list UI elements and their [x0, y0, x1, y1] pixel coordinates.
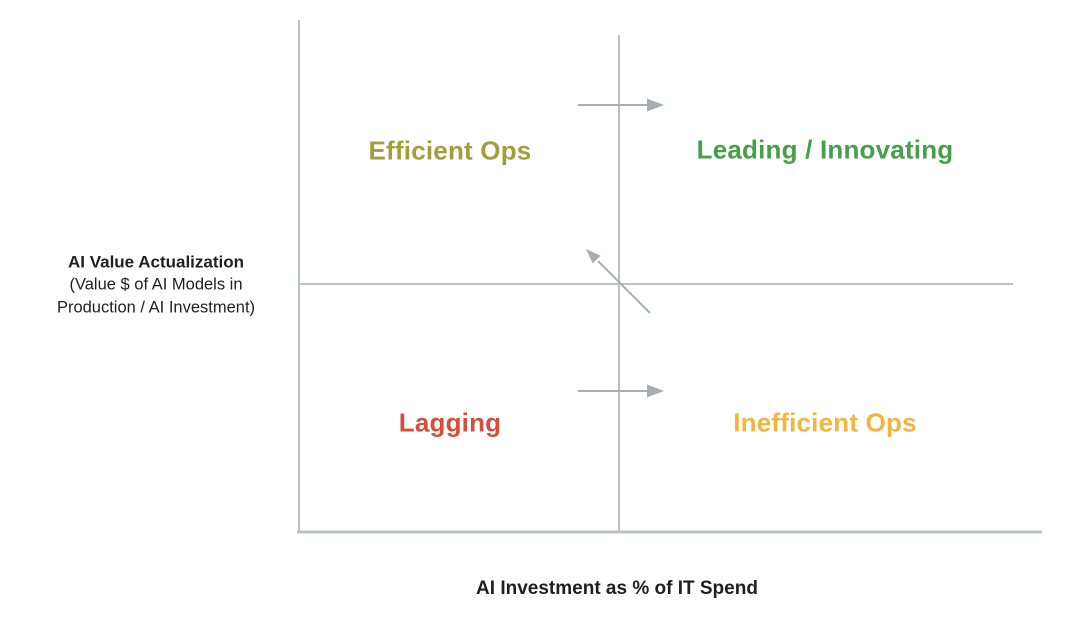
x-axis-label: AI Investment as % of IT Spend [476, 578, 758, 599]
quadrant-label-leading-innovating: Leading / Innovating [696, 134, 954, 165]
quadrant-label-lagging: Lagging [398, 407, 502, 438]
diagonal-up-left-arrow [586, 249, 651, 314]
y-axis-subtitle-line1: (Value $ of AI Models in [69, 275, 243, 294]
quadrant-label-efficient-ops: Efficient Ops [368, 135, 532, 166]
bottom-right-arrow [578, 384, 664, 398]
y-axis-label: AI Value Actualization (Value $ of AI Mo… [16, 251, 296, 320]
top-right-arrow [578, 98, 664, 112]
y-axis-subtitle-line2: Production / AI Investment) [56, 298, 256, 317]
y-axis-title: AI Value Actualization [67, 252, 245, 272]
quadrant-label-inefficient-ops: Inefficient Ops [733, 407, 917, 438]
